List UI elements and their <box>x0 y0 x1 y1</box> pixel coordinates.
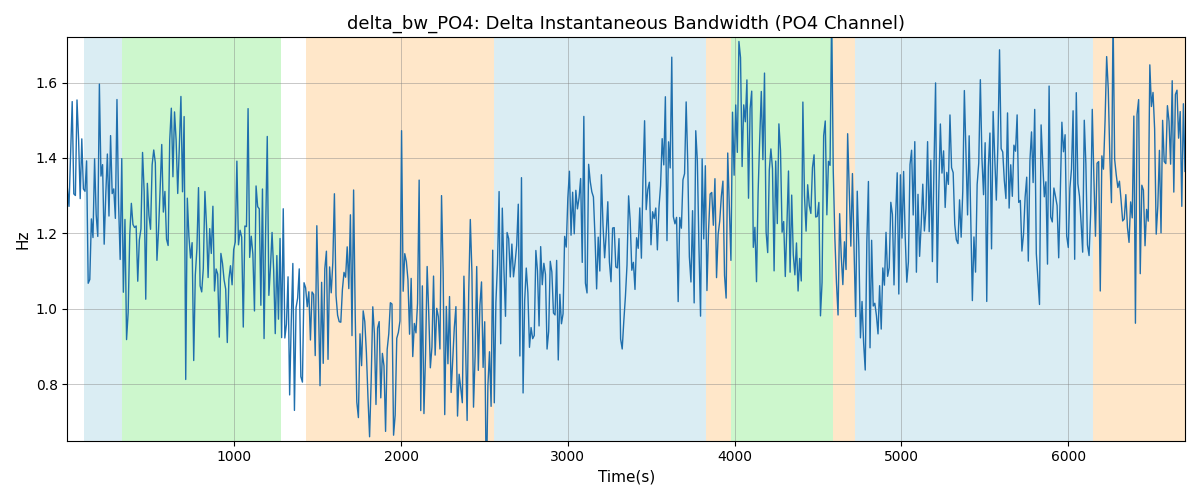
Bar <box>306 38 494 440</box>
Bar <box>494 38 707 440</box>
Title: delta_bw_PO4: Delta Instantaneous Bandwidth (PO4 Channel): delta_bw_PO4: Delta Instantaneous Bandwi… <box>347 15 905 34</box>
Bar <box>122 38 281 440</box>
Bar <box>84 38 122 440</box>
X-axis label: Time(s): Time(s) <box>598 470 655 485</box>
Bar <box>833 38 854 440</box>
Y-axis label: Hz: Hz <box>16 230 30 249</box>
Bar <box>707 38 731 440</box>
Bar <box>854 38 1093 440</box>
Bar <box>731 38 833 440</box>
Bar <box>1093 38 1200 440</box>
Bar <box>281 38 306 440</box>
